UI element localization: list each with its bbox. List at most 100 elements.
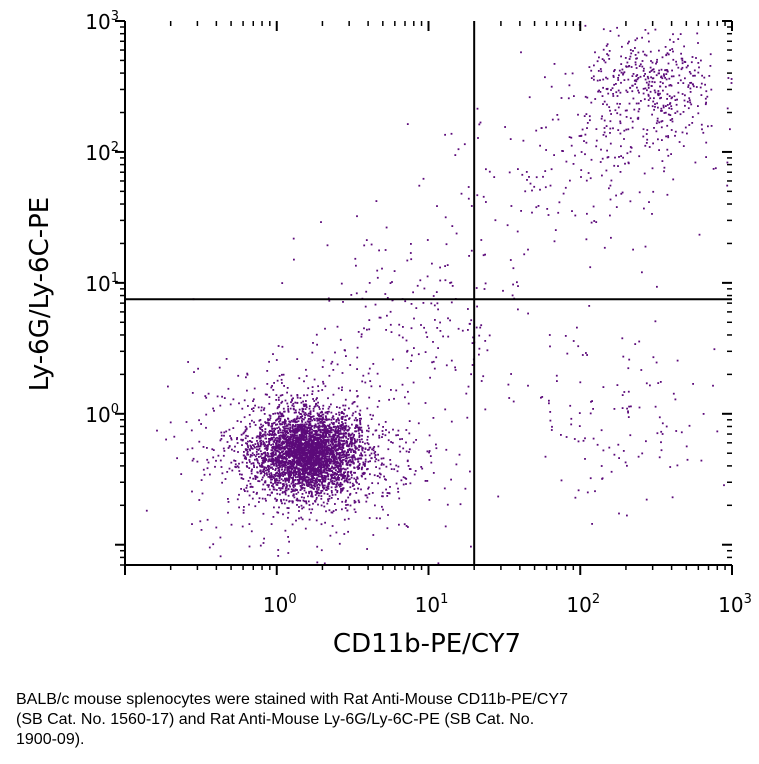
data-point bbox=[324, 385, 327, 388]
data-point bbox=[488, 334, 491, 337]
data-point bbox=[570, 417, 573, 420]
data-point bbox=[167, 385, 169, 388]
data-point bbox=[620, 81, 622, 84]
data-point bbox=[357, 428, 360, 431]
data-point bbox=[234, 445, 236, 448]
data-point bbox=[278, 468, 281, 471]
data-point bbox=[272, 460, 275, 463]
data-point bbox=[326, 455, 329, 458]
data-point bbox=[535, 129, 538, 132]
data-point bbox=[333, 441, 336, 443]
data-point bbox=[281, 454, 284, 456]
data-point bbox=[382, 508, 384, 511]
data-point bbox=[321, 456, 324, 459]
data-point bbox=[378, 400, 381, 402]
data-point bbox=[303, 468, 305, 470]
data-point bbox=[326, 449, 329, 452]
data-point bbox=[564, 72, 567, 75]
data-point bbox=[232, 427, 235, 429]
data-point bbox=[283, 421, 285, 424]
data-point bbox=[307, 387, 310, 390]
data-point bbox=[304, 468, 306, 471]
data-point bbox=[363, 327, 365, 330]
data-point bbox=[193, 371, 195, 373]
data-point bbox=[292, 419, 295, 421]
data-point bbox=[370, 452, 373, 455]
data-point bbox=[650, 60, 652, 62]
data-point bbox=[318, 454, 321, 457]
data-point bbox=[345, 460, 347, 463]
data-point bbox=[386, 495, 389, 497]
data-point bbox=[300, 462, 302, 465]
data-point bbox=[602, 103, 604, 105]
data-point bbox=[259, 455, 262, 458]
data-point bbox=[321, 463, 323, 466]
data-point bbox=[298, 436, 301, 439]
data-point bbox=[308, 471, 311, 474]
data-point bbox=[298, 411, 300, 414]
data-point bbox=[299, 468, 301, 471]
data-point bbox=[382, 463, 385, 466]
data-point bbox=[609, 132, 611, 134]
data-point bbox=[629, 434, 632, 437]
data-point bbox=[279, 394, 282, 397]
data-point bbox=[277, 469, 280, 472]
data-point bbox=[689, 101, 692, 104]
data-point bbox=[320, 549, 323, 552]
data-point bbox=[376, 405, 379, 408]
data-point bbox=[331, 469, 333, 472]
data-point bbox=[637, 110, 640, 113]
data-point bbox=[284, 435, 286, 438]
data-point bbox=[263, 537, 265, 540]
data-point bbox=[303, 445, 306, 447]
data-point bbox=[245, 434, 248, 437]
data-point bbox=[370, 243, 373, 246]
data-point bbox=[332, 437, 335, 440]
data-point bbox=[335, 483, 338, 486]
data-point bbox=[306, 452, 309, 454]
data-point bbox=[279, 411, 281, 414]
data-point bbox=[287, 477, 290, 480]
data-point bbox=[292, 486, 295, 489]
data-point bbox=[630, 405, 632, 408]
data-point bbox=[313, 454, 316, 457]
data-point bbox=[570, 423, 573, 426]
data-point bbox=[295, 519, 297, 522]
data-point bbox=[320, 474, 323, 476]
data-point bbox=[351, 423, 353, 426]
data-point bbox=[310, 495, 312, 497]
data-point bbox=[681, 66, 684, 69]
data-point bbox=[258, 435, 261, 438]
data-point bbox=[354, 417, 357, 419]
data-point bbox=[307, 500, 310, 503]
data-point bbox=[319, 422, 321, 424]
data-point bbox=[277, 406, 279, 408]
data-point bbox=[289, 449, 292, 452]
data-point bbox=[339, 452, 341, 454]
data-point bbox=[323, 439, 326, 441]
data-point bbox=[338, 411, 340, 414]
data-point bbox=[624, 57, 627, 59]
data-point bbox=[401, 438, 403, 440]
data-point bbox=[300, 516, 303, 519]
data-point bbox=[285, 454, 288, 457]
data-point bbox=[350, 476, 353, 479]
data-point bbox=[334, 425, 337, 428]
data-point bbox=[282, 415, 285, 418]
data-point bbox=[289, 466, 292, 468]
data-point bbox=[334, 434, 337, 436]
data-point bbox=[231, 448, 233, 451]
data-point bbox=[656, 120, 659, 122]
data-point bbox=[694, 161, 697, 164]
data-point bbox=[288, 420, 290, 423]
data-point bbox=[367, 443, 370, 446]
data-point bbox=[403, 523, 406, 526]
data-point bbox=[343, 412, 345, 415]
data-point bbox=[384, 421, 387, 423]
data-point bbox=[349, 493, 351, 496]
data-point bbox=[324, 435, 327, 438]
data-point bbox=[334, 493, 337, 496]
data-point bbox=[274, 458, 277, 461]
data-point bbox=[620, 63, 623, 65]
data-point bbox=[191, 523, 193, 525]
